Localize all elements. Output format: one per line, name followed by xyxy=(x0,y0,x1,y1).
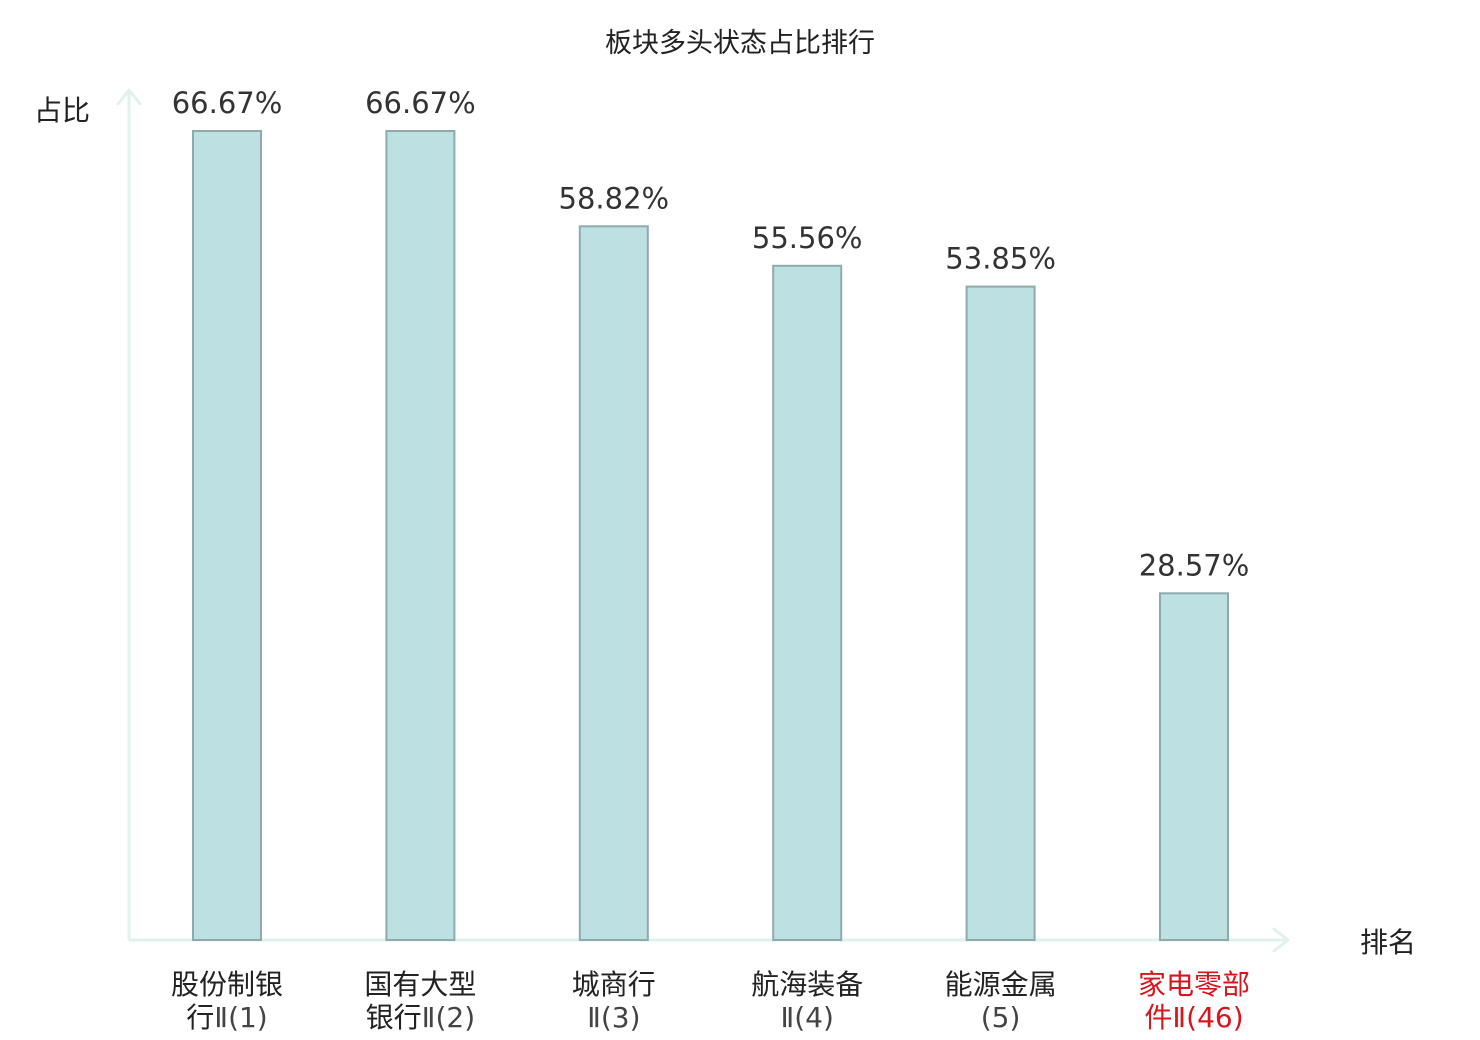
category-label-6-line-2: 件Ⅱ(46) xyxy=(1144,1001,1243,1034)
bar-1 xyxy=(192,130,262,941)
chart-title: 板块多头状态占比排行 xyxy=(605,28,875,59)
category-label-2-line-1: 国有大型 xyxy=(364,968,476,1001)
value-labels-group: 66.67% 66.67% 58.82% 55.56% 53.85% 28.57% xyxy=(172,86,1250,582)
category-label-6-line-1: 家电零部 xyxy=(1138,968,1250,1001)
x-axis-label: 排名 xyxy=(1360,926,1416,959)
category-label-2-line-2: 银行Ⅱ(2) xyxy=(366,1001,475,1034)
value-label-5: 53.85% xyxy=(945,242,1056,276)
value-label-6: 28.57% xyxy=(1139,548,1250,582)
bar-2 xyxy=(385,130,456,941)
x-axis-arrow xyxy=(1272,927,1290,953)
category-label-4-line-2: Ⅱ(4) xyxy=(780,1001,833,1034)
category-label-5-line-1: 能源金属 xyxy=(945,968,1057,1001)
value-label-4: 55.56% xyxy=(752,221,863,255)
axes xyxy=(116,88,1290,953)
category-label-3-line-2: Ⅱ(3) xyxy=(587,1001,640,1034)
bar-5 xyxy=(965,285,1036,942)
value-label-2: 66.67% xyxy=(365,86,476,120)
y-axis-label: 占比 xyxy=(34,94,90,127)
y-axis-arrow xyxy=(116,88,142,106)
value-label-3: 58.82% xyxy=(559,181,670,215)
category-label-1-line-1: 股份制银 xyxy=(171,968,283,1001)
bars-group xyxy=(192,130,1229,942)
bar-4 xyxy=(772,264,843,941)
category-label-4-line-1: 航海装备 xyxy=(751,968,863,1001)
category-label-5-line-2: (5) xyxy=(981,1001,1021,1034)
bar-6 xyxy=(1159,592,1229,941)
category-label-1-line-2: 行Ⅱ(1) xyxy=(186,1001,267,1034)
category-label-3-line-1: 城商行 xyxy=(572,968,656,1001)
value-label-1: 66.67% xyxy=(172,86,283,120)
bar-3 xyxy=(578,225,649,942)
